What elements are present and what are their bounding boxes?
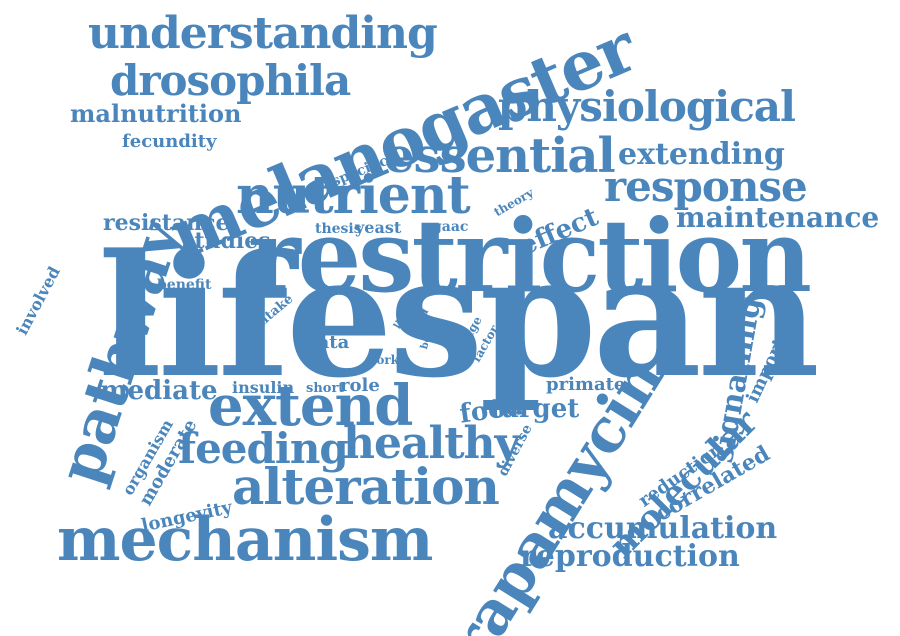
word-understanding: understanding <box>88 8 438 59</box>
word-studies: studies <box>182 228 271 254</box>
word-yeast: yeast <box>355 218 402 237</box>
word-response: response <box>604 162 808 211</box>
word-mediate: mediate <box>100 376 218 406</box>
word-short: short <box>306 381 345 396</box>
word-fecundity: fecundity <box>122 131 217 152</box>
word-benefit: benefit <box>157 277 212 293</box>
word-involved: involved <box>12 263 64 338</box>
word-work: work <box>366 353 399 367</box>
word-maintenance: maintenance <box>676 201 880 234</box>
word-gaac: gaac <box>432 219 469 235</box>
word-malnutrition: malnutrition <box>70 99 242 128</box>
word-role: role <box>340 375 380 396</box>
word-primate: primate <box>546 374 626 395</box>
word-data: data <box>305 332 350 353</box>
word-target: target <box>490 394 580 424</box>
word-alteration: alteration <box>232 457 500 516</box>
word-feeding: feeding <box>178 424 349 473</box>
word-extending: extending <box>618 137 785 172</box>
word-mechanism: mechanism <box>57 505 433 575</box>
word-nutrient: nutrient <box>236 165 471 226</box>
word-reproduction: reproduction <box>520 539 740 574</box>
word-lifespan: lifespan <box>98 217 820 415</box>
word-insulin: insulin <box>232 378 295 397</box>
word-resistance: resistance <box>103 210 230 236</box>
word-essential: essential <box>384 128 616 184</box>
word-extend: extend <box>208 373 413 439</box>
word-thesis: thesis <box>315 221 362 237</box>
word-accumulation: accumulation <box>548 511 778 546</box>
word-physiological: physiological <box>498 82 796 131</box>
word-drosophila: drosophila <box>110 56 351 105</box>
word-restriction: restriction <box>248 197 812 315</box>
word-healthy: healthy <box>343 418 520 469</box>
